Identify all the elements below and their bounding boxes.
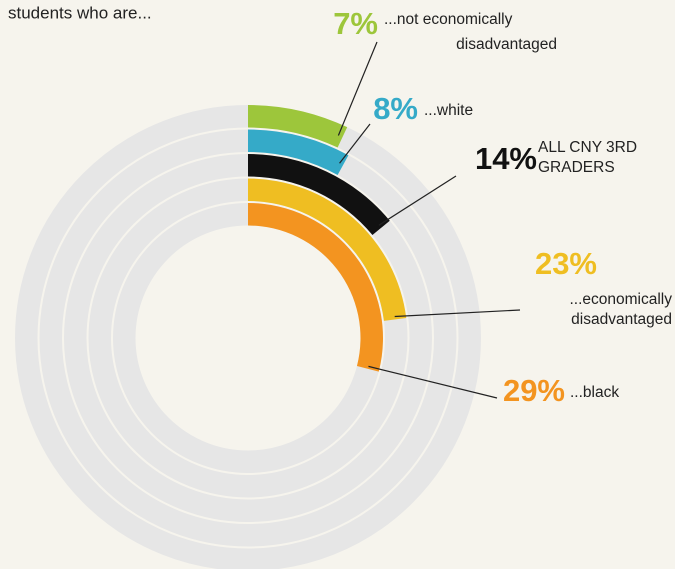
ring-bar: [248, 129, 349, 176]
category-label: disadvantaged: [456, 36, 557, 53]
value-label: 8%: [373, 91, 418, 126]
value-label: 29%: [503, 373, 565, 408]
chart-title: students who are...: [8, 3, 152, 22]
leader-line: [378, 175, 457, 226]
value-label: 7%: [333, 6, 378, 41]
leader-line: [368, 365, 498, 399]
leader-line: [337, 41, 378, 136]
category-label: ...white: [424, 102, 473, 119]
value-label: 23%: [535, 246, 597, 281]
category-label: GRADERS: [538, 159, 615, 176]
category-label: disadvantaged: [571, 311, 672, 328]
ring-bar: [248, 203, 383, 372]
ring-bar: [248, 178, 407, 321]
category-label: ...economically: [569, 291, 672, 308]
value-label: 14%: [475, 141, 537, 176]
category-label: ...not economically: [384, 11, 513, 28]
category-label: ALL CNY 3RD: [538, 139, 637, 156]
ring-bar: [248, 154, 390, 236]
leader-line: [339, 123, 371, 164]
ring-bar: [248, 105, 348, 148]
leader-line: [394, 309, 521, 318]
category-label: ...black: [570, 384, 619, 401]
